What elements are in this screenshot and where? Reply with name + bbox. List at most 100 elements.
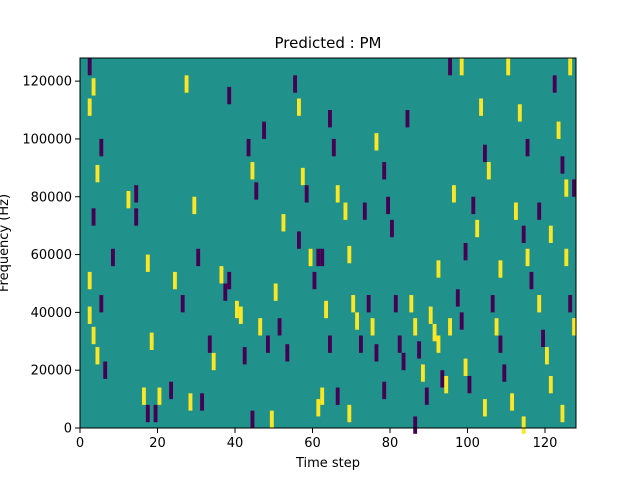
cell-low xyxy=(304,185,309,203)
cell-low xyxy=(440,370,445,388)
y-tick-label: 80000 xyxy=(31,190,72,205)
cell-high xyxy=(149,332,154,350)
cell-high xyxy=(87,306,92,324)
cell-high xyxy=(409,295,414,313)
cell-low xyxy=(227,86,232,105)
cell-high xyxy=(355,312,359,330)
cell-low xyxy=(293,75,297,93)
cell-high xyxy=(95,347,100,365)
cell-low xyxy=(103,361,108,379)
cell-low xyxy=(483,144,487,163)
cell-low xyxy=(111,248,115,267)
cell-low xyxy=(568,295,573,313)
cell-high xyxy=(560,404,565,423)
cell-low xyxy=(145,404,150,423)
cells-layer xyxy=(87,58,576,434)
x-axis-label: Time step xyxy=(295,456,360,471)
cell-high xyxy=(316,399,321,417)
y-tick-label: 60000 xyxy=(31,248,72,263)
cell-low xyxy=(254,182,259,200)
cell-high xyxy=(238,306,243,324)
cell-low xyxy=(572,179,576,197)
cell-high xyxy=(506,58,511,76)
cell-low xyxy=(525,138,530,157)
cell-high xyxy=(142,387,146,405)
cell-low xyxy=(502,364,507,382)
cell-high xyxy=(413,318,418,336)
cell-high xyxy=(250,162,255,180)
cell-high xyxy=(517,104,522,122)
cell-low xyxy=(397,335,402,353)
cell-high xyxy=(145,254,150,272)
cell-low xyxy=(455,289,460,307)
cell-high xyxy=(537,295,542,313)
cell-high xyxy=(494,318,499,336)
x-ticks: 0 20 40 60 80 100 120 xyxy=(76,428,558,451)
cell-low xyxy=(99,295,104,313)
cell-high xyxy=(548,375,553,394)
cell-low xyxy=(541,329,545,348)
cell-low xyxy=(134,208,139,226)
cell-low xyxy=(250,410,255,428)
cell-low xyxy=(366,295,371,313)
cell-high xyxy=(269,410,274,428)
cell-low xyxy=(471,196,476,215)
cell-high xyxy=(184,75,189,93)
cell-low xyxy=(91,208,96,226)
cell-low xyxy=(537,202,542,220)
cell-low xyxy=(285,344,290,362)
cell-low xyxy=(180,295,185,313)
cell-low xyxy=(99,138,104,157)
cell-high xyxy=(444,375,449,394)
cell-high xyxy=(510,393,514,411)
cell-low xyxy=(467,375,472,394)
y-tick-label: 0 xyxy=(64,422,72,437)
cell-low xyxy=(401,352,406,371)
cell-high xyxy=(347,404,352,423)
y-ticks: 0 20000 40000 60000 80000 100000 120000 xyxy=(22,75,80,437)
cell-high xyxy=(258,318,263,336)
cell-high xyxy=(436,260,441,278)
x-tick-label: 120 xyxy=(533,436,558,451)
cell-high xyxy=(545,347,549,365)
cell-low xyxy=(266,335,270,353)
x-tick-label: 0 xyxy=(76,436,84,451)
cell-high xyxy=(556,121,561,139)
cell-low xyxy=(335,387,340,405)
cell-high xyxy=(564,248,569,267)
cell-high xyxy=(273,283,278,301)
cell-high xyxy=(335,185,340,203)
cell-high xyxy=(432,323,437,342)
cell-low xyxy=(200,393,204,411)
x-tick-label: 80 xyxy=(382,436,399,451)
cell-high xyxy=(568,58,573,76)
cell-high xyxy=(525,248,530,267)
x-tick-label: 20 xyxy=(149,436,166,451)
cell-high xyxy=(421,364,425,382)
cell-low xyxy=(316,248,321,267)
cell-low xyxy=(242,347,247,365)
cell-high xyxy=(459,58,464,76)
cell-low xyxy=(297,231,301,249)
cell-low xyxy=(262,121,266,139)
cell-high xyxy=(87,271,92,290)
cell-high xyxy=(428,306,433,324)
cell-high xyxy=(300,167,305,186)
cell-high xyxy=(320,387,325,405)
y-axis-label: Frequency (Hz) xyxy=(0,194,12,292)
cell-high xyxy=(211,352,216,371)
x-tick-label: 60 xyxy=(304,436,321,451)
cell-high xyxy=(343,202,348,220)
y-tick-label: 100000 xyxy=(22,132,72,147)
cell-high xyxy=(192,196,197,215)
cell-low xyxy=(417,341,421,359)
cell-low xyxy=(134,185,139,203)
cell-high xyxy=(521,416,526,434)
y-tick-label: 40000 xyxy=(31,306,72,321)
cell-low xyxy=(393,295,398,313)
cell-low xyxy=(448,58,452,76)
y-tick-label: 20000 xyxy=(31,364,72,379)
cell-low xyxy=(312,271,317,290)
cell-high xyxy=(486,162,491,180)
